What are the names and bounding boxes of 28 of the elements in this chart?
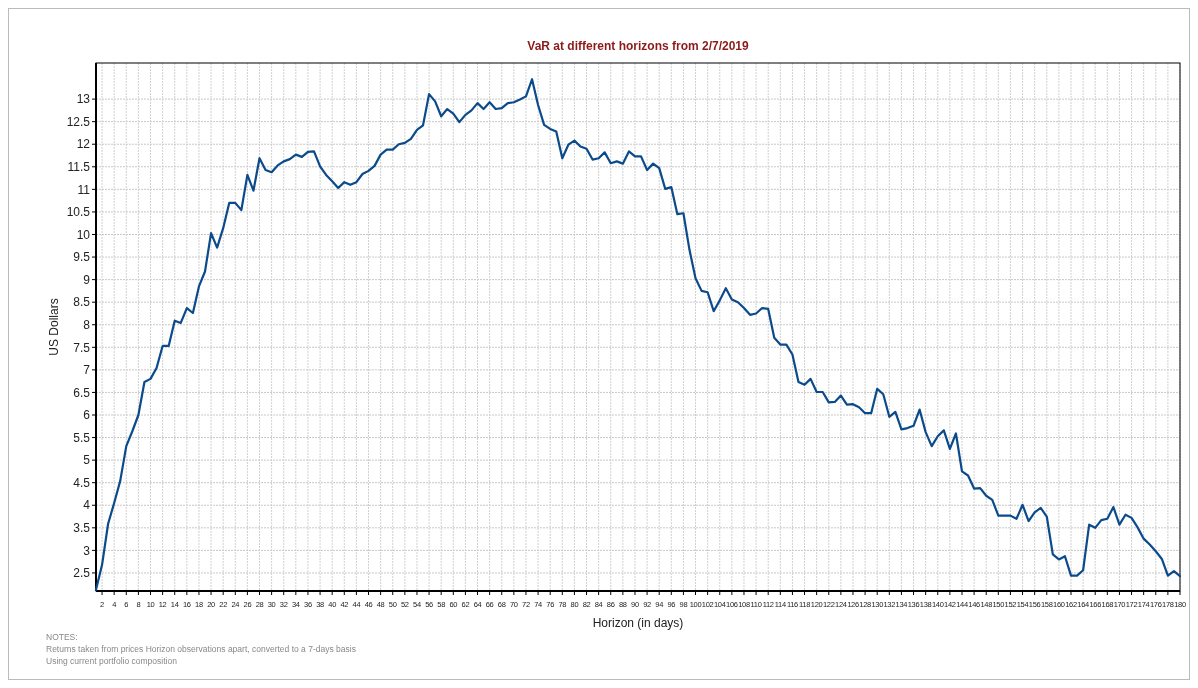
y-tick-label: 9: [83, 272, 91, 287]
chart-title: VaR at different horizons from 2/7/2019: [527, 39, 750, 53]
y-axis-title: US Dollars: [47, 298, 61, 356]
text: NOTES:: [46, 632, 78, 642]
y-tick-label: 6: [83, 408, 91, 423]
y-tick-label: 12: [76, 137, 91, 152]
y-tick-label: 3: [83, 543, 91, 558]
y-tick-label: 13: [76, 92, 91, 107]
text: Using current portfolio composition: [46, 656, 178, 666]
y-tick-label: 10.5: [66, 205, 91, 220]
text: Returns taken from prices Horizon observations apart, converted to a 7-days basis: [46, 644, 356, 654]
y-tick-label: 10: [76, 227, 91, 242]
y-tick-label: 8: [83, 317, 91, 332]
y-tick-label: 5.5: [73, 430, 91, 445]
y-tick-label: 5: [83, 453, 91, 468]
y-tick-label: 3.5: [73, 521, 91, 536]
y-tick-label: 8.5: [73, 295, 91, 310]
y-tick-label: 7.5: [73, 340, 91, 355]
y-tick-label: 7: [83, 363, 91, 378]
y-tick-label: 11.5: [67, 159, 91, 174]
y-tick-label: 4.5: [73, 475, 91, 490]
y-tick-label: 4: [83, 498, 91, 513]
y-tick-label: 12.5: [66, 114, 91, 129]
y-tick-label: 9.5: [73, 250, 91, 265]
y-tick-label: 6.5: [73, 385, 91, 400]
y-tick-label: 2.5: [73, 566, 91, 581]
x-axis-title: Horizon (in days): [592, 616, 684, 630]
y-tick-label: 11: [77, 182, 91, 197]
